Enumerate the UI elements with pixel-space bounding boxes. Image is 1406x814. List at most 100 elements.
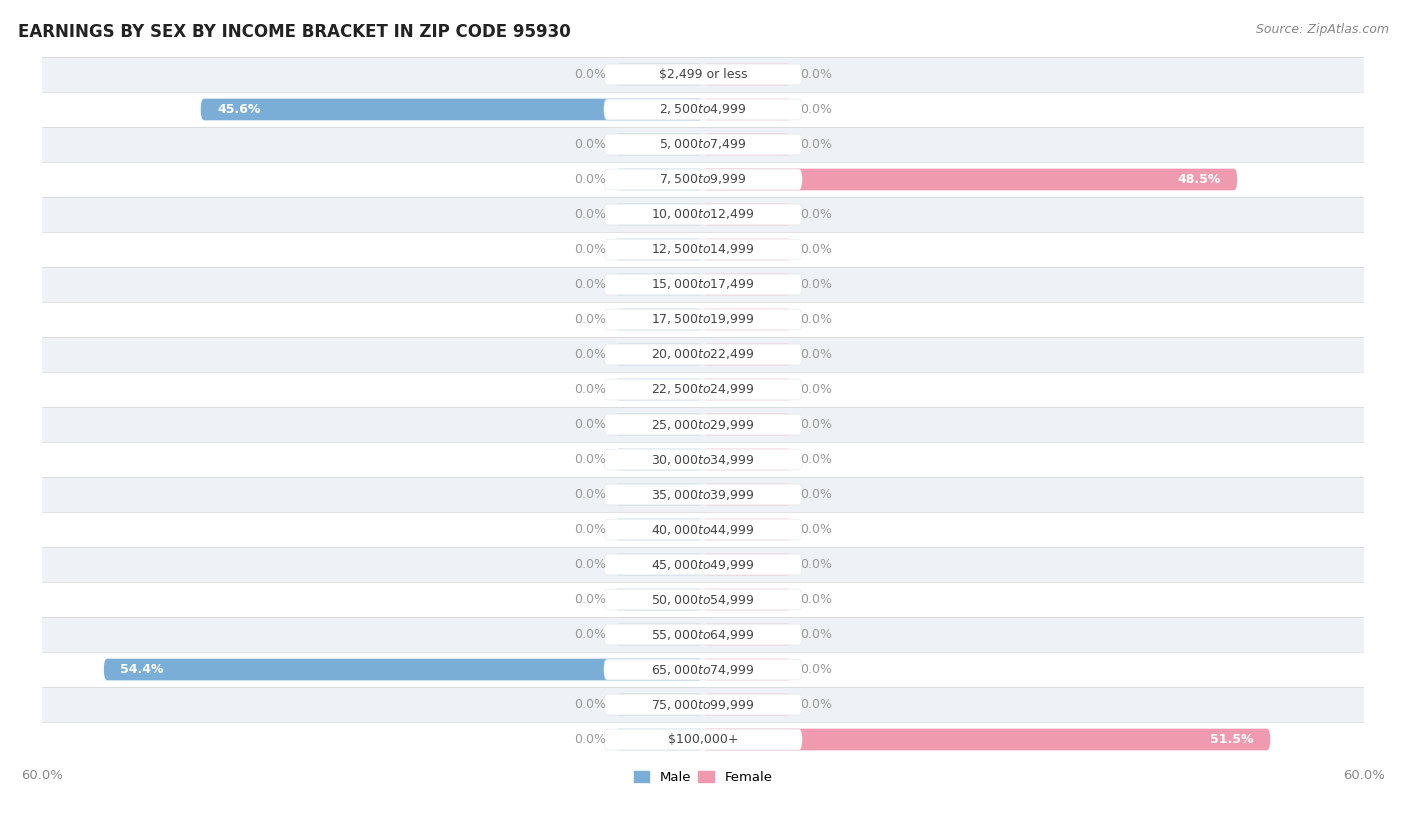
Text: 0.0%: 0.0% [800, 523, 832, 536]
FancyBboxPatch shape [703, 554, 792, 575]
Text: $75,000 to $99,999: $75,000 to $99,999 [651, 698, 755, 711]
Text: 0.0%: 0.0% [574, 628, 606, 641]
Text: $25,000 to $29,999: $25,000 to $29,999 [651, 418, 755, 431]
FancyBboxPatch shape [614, 519, 703, 540]
Text: 0.0%: 0.0% [800, 348, 832, 361]
FancyBboxPatch shape [605, 659, 801, 680]
FancyBboxPatch shape [703, 204, 792, 225]
FancyBboxPatch shape [614, 449, 703, 470]
FancyBboxPatch shape [703, 624, 792, 646]
FancyBboxPatch shape [605, 134, 801, 155]
Text: 0.0%: 0.0% [800, 628, 832, 641]
FancyBboxPatch shape [703, 63, 792, 85]
Text: $2,499 or less: $2,499 or less [659, 68, 747, 81]
FancyBboxPatch shape [605, 589, 801, 610]
FancyBboxPatch shape [614, 379, 703, 400]
Text: 0.0%: 0.0% [574, 348, 606, 361]
Text: 0.0%: 0.0% [574, 208, 606, 221]
Text: $15,000 to $17,499: $15,000 to $17,499 [651, 278, 755, 291]
Text: 0.0%: 0.0% [800, 243, 832, 256]
FancyBboxPatch shape [605, 274, 801, 295]
Text: EARNINGS BY SEX BY INCOME BRACKET IN ZIP CODE 95930: EARNINGS BY SEX BY INCOME BRACKET IN ZIP… [18, 23, 571, 41]
Text: $2,500 to $4,999: $2,500 to $4,999 [659, 103, 747, 116]
FancyBboxPatch shape [703, 729, 1270, 751]
FancyBboxPatch shape [703, 309, 792, 330]
FancyBboxPatch shape [42, 687, 1364, 722]
Text: $100,000+: $100,000+ [668, 733, 738, 746]
FancyBboxPatch shape [605, 99, 801, 120]
FancyBboxPatch shape [614, 589, 703, 610]
FancyBboxPatch shape [605, 379, 801, 400]
FancyBboxPatch shape [42, 582, 1364, 617]
Text: 0.0%: 0.0% [800, 593, 832, 606]
Text: $17,500 to $19,999: $17,500 to $19,999 [651, 313, 755, 326]
Text: 0.0%: 0.0% [574, 733, 606, 746]
FancyBboxPatch shape [614, 484, 703, 505]
FancyBboxPatch shape [605, 64, 801, 85]
FancyBboxPatch shape [703, 519, 792, 540]
Text: 0.0%: 0.0% [574, 173, 606, 186]
FancyBboxPatch shape [703, 168, 1237, 190]
Text: 0.0%: 0.0% [800, 313, 832, 326]
Text: 0.0%: 0.0% [574, 243, 606, 256]
FancyBboxPatch shape [703, 449, 792, 470]
Text: $40,000 to $44,999: $40,000 to $44,999 [651, 523, 755, 536]
FancyBboxPatch shape [614, 204, 703, 225]
Text: $55,000 to $64,999: $55,000 to $64,999 [651, 628, 755, 641]
FancyBboxPatch shape [605, 484, 801, 505]
Legend: Male, Female: Male, Female [628, 765, 778, 789]
Text: $30,000 to $34,999: $30,000 to $34,999 [651, 453, 755, 466]
Text: 0.0%: 0.0% [574, 593, 606, 606]
FancyBboxPatch shape [614, 274, 703, 295]
FancyBboxPatch shape [42, 442, 1364, 477]
Text: 0.0%: 0.0% [574, 698, 606, 711]
FancyBboxPatch shape [614, 414, 703, 435]
FancyBboxPatch shape [703, 379, 792, 400]
Text: 0.0%: 0.0% [574, 453, 606, 466]
FancyBboxPatch shape [703, 274, 792, 295]
FancyBboxPatch shape [605, 414, 801, 435]
Text: $10,000 to $12,499: $10,000 to $12,499 [651, 208, 755, 221]
Text: $22,500 to $24,999: $22,500 to $24,999 [651, 383, 755, 396]
FancyBboxPatch shape [104, 659, 703, 681]
FancyBboxPatch shape [703, 239, 792, 260]
Text: 0.0%: 0.0% [800, 418, 832, 431]
FancyBboxPatch shape [42, 267, 1364, 302]
FancyBboxPatch shape [614, 554, 703, 575]
Text: 0.0%: 0.0% [800, 558, 832, 571]
Text: Source: ZipAtlas.com: Source: ZipAtlas.com [1256, 23, 1389, 36]
FancyBboxPatch shape [614, 624, 703, 646]
FancyBboxPatch shape [703, 98, 792, 120]
FancyBboxPatch shape [42, 197, 1364, 232]
Text: 0.0%: 0.0% [800, 698, 832, 711]
Text: 0.0%: 0.0% [800, 453, 832, 466]
FancyBboxPatch shape [42, 372, 1364, 407]
FancyBboxPatch shape [614, 63, 703, 85]
FancyBboxPatch shape [614, 344, 703, 365]
FancyBboxPatch shape [703, 133, 792, 155]
FancyBboxPatch shape [42, 547, 1364, 582]
Text: $50,000 to $54,999: $50,000 to $54,999 [651, 593, 755, 606]
FancyBboxPatch shape [201, 98, 703, 120]
Text: 0.0%: 0.0% [574, 383, 606, 396]
FancyBboxPatch shape [42, 617, 1364, 652]
Text: $65,000 to $74,999: $65,000 to $74,999 [651, 663, 755, 676]
Text: 0.0%: 0.0% [574, 418, 606, 431]
Text: 0.0%: 0.0% [800, 103, 832, 116]
FancyBboxPatch shape [605, 344, 801, 365]
FancyBboxPatch shape [703, 414, 792, 435]
FancyBboxPatch shape [42, 337, 1364, 372]
Text: 0.0%: 0.0% [574, 313, 606, 326]
FancyBboxPatch shape [605, 204, 801, 225]
FancyBboxPatch shape [42, 722, 1364, 757]
FancyBboxPatch shape [614, 694, 703, 716]
Text: 0.0%: 0.0% [574, 138, 606, 151]
FancyBboxPatch shape [605, 519, 801, 540]
FancyBboxPatch shape [614, 309, 703, 330]
Text: $7,500 to $9,999: $7,500 to $9,999 [659, 173, 747, 186]
FancyBboxPatch shape [614, 729, 703, 751]
FancyBboxPatch shape [42, 57, 1364, 92]
FancyBboxPatch shape [703, 484, 792, 505]
Text: 0.0%: 0.0% [574, 68, 606, 81]
Text: 0.0%: 0.0% [800, 383, 832, 396]
